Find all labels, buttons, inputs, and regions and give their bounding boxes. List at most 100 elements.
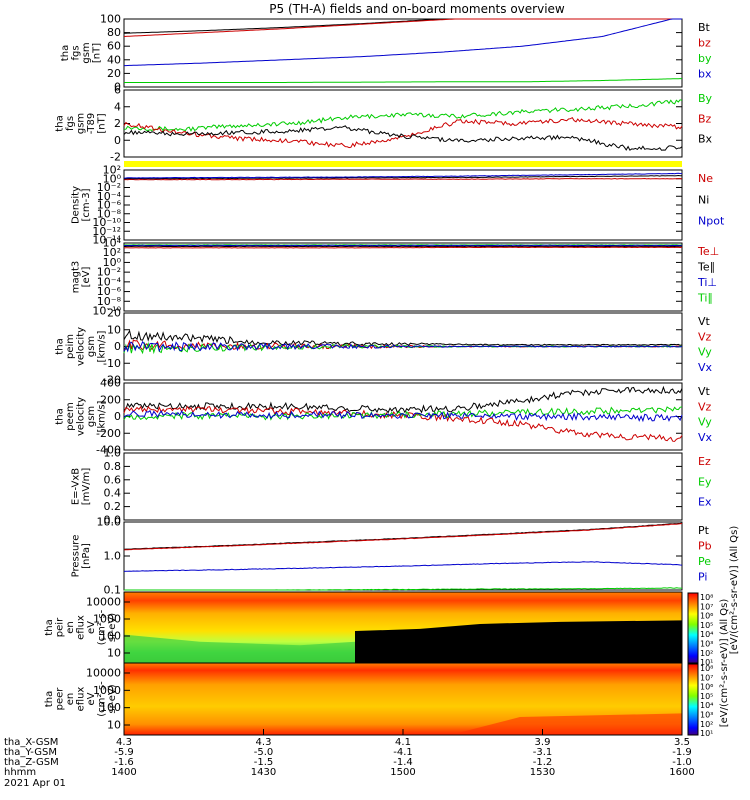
panel-frame (123, 242, 683, 312)
ylabel-line: [nPa] (81, 543, 92, 569)
ytick-label: 10⁻¹⁰ (92, 216, 121, 229)
ytick-label: 10⁰ (103, 172, 122, 185)
legend-entry: Npot (698, 215, 725, 228)
ylabel-line: [mV/m] (81, 468, 92, 506)
ylabel-line: gsm (86, 406, 97, 427)
colorbar-lower (687, 663, 699, 736)
ylabel-line: [eV] (81, 267, 92, 288)
ytick-label: 0.2 (104, 500, 122, 513)
series-line (123, 177, 683, 181)
ytick-label: 10⁰ (103, 256, 122, 269)
legend-entry: Bt (698, 21, 711, 34)
ylabel-line: tha (44, 619, 55, 635)
ytick-label: 20 (107, 307, 121, 320)
ylabel: tha peer en eflux eV (cm²-s-sr-eV) (44, 681, 118, 717)
legend-entry: Te⊥ (697, 245, 719, 258)
legend-entry: Vz (698, 330, 712, 343)
ytick-label: 0 (114, 81, 121, 94)
ytick-label: 0 (114, 410, 121, 423)
ytick-label: 10.0 (97, 516, 122, 529)
ytick-label: 10² (103, 164, 121, 177)
ytick-label: 60 (107, 40, 121, 53)
panel-peer-spectrogram: 10000 1000 100 10 tha peer en eflux eV (cm²-s-sr-… (44, 662, 683, 736)
xtick-z-gsm: -1.4 (393, 757, 413, 768)
ylabel-line: en (65, 621, 76, 634)
ylabel-line: sr-eV) (107, 684, 118, 713)
ytick-label: 10⁻⁸ (97, 207, 122, 220)
ylabel-line: (cm²-s- (97, 609, 108, 645)
colorbar-tick-label: 10⁸ (700, 593, 713, 602)
legend-entry: Vx (698, 431, 713, 444)
ylabel-line: velocity (76, 327, 87, 366)
legend-entry: Pb (698, 540, 712, 553)
ytick-label: 200 (100, 393, 121, 406)
ylabel-line: Pressure (70, 535, 81, 578)
ylabel: tha peir en eflux eV (cm²-s-sr-eV) (44, 609, 118, 645)
legend-entry: Pe (698, 555, 711, 568)
ytick-label: 80 (107, 26, 121, 39)
panel-frame (123, 382, 683, 451)
colorbar-tick-label: 10¹ (700, 729, 713, 738)
legend-entry: Ex (698, 496, 712, 509)
ylabel-line: gsm (76, 113, 87, 134)
ytick-label: 0.1 (104, 584, 122, 597)
chart-title: P5 (TH-A) fields and on-board moments ov… (269, 2, 565, 16)
ylabel: tha peem velocity gsm [km/s] (55, 397, 108, 436)
colorbar-tick-label: 10⁶ (700, 683, 713, 692)
legend-entry: Vt (698, 315, 711, 328)
xtick-x-gsm: 4.3 (256, 737, 272, 748)
legend-entry: Ti⊥ (697, 276, 717, 289)
ytick-label: 100 (100, 701, 121, 714)
xtick-y-gsm: -3.1 (533, 747, 553, 758)
legend-entry: bx (698, 68, 712, 81)
ylabel: E=-VxB [mV/m] (70, 468, 92, 506)
xtick-y-gsm: -5.9 (114, 747, 134, 758)
ylabel-line: tha (60, 45, 71, 61)
series-line (123, 561, 683, 572)
series-line (123, 117, 683, 149)
ytick-label: 10⁻² (97, 181, 121, 194)
ytick-label: 0 (114, 134, 121, 147)
ytick-label: 10⁻⁴ (97, 275, 122, 288)
spectrogram-dark-region (355, 620, 682, 663)
panel-frame (123, 18, 683, 88)
legend-entry: Vy (698, 346, 712, 359)
xtick-x-gsm: 3.5 (674, 737, 690, 748)
series-line (123, 385, 683, 414)
colorbar-upper (687, 592, 699, 664)
ytick-label: -10 (103, 357, 121, 370)
ytick-label: 6 (114, 84, 121, 97)
series-line (123, 246, 683, 249)
xtick-z-gsm: -1.5 (254, 757, 274, 768)
ylabel-line: eV (86, 692, 97, 705)
colorbar-tick-label: 10⁴ (700, 630, 713, 639)
series-line (123, 409, 683, 423)
legend-entry: Ez (698, 455, 711, 468)
colorbar-tick-label: 10³ (700, 640, 713, 649)
colorbar-label-text: [eV/(cm²-s-sr-eV)] (All Qs) (719, 599, 730, 728)
colorbar-tick-label: 10³ (700, 711, 713, 720)
colorbar-label-lower: [eV/(cm²-s-sr-eV)] (All Qs) (719, 599, 730, 728)
legend-entry: by (698, 52, 712, 65)
ylabel-line: (cm²-s- (97, 681, 108, 717)
ylabel: tha fgs gsm [nT] (60, 42, 103, 63)
ytick-label: 10⁻⁴ (97, 190, 122, 203)
ytick-label: 10⁻² (97, 266, 121, 279)
xtick-time: 1500 (390, 767, 415, 778)
ytick-label: 40 (107, 53, 121, 66)
ytick-label: 10000 (86, 596, 121, 609)
series-line (123, 340, 683, 353)
ytick-label: 10⁻¹² (92, 225, 121, 238)
spectrogram-green-region (124, 634, 355, 663)
ytick-label: 10⁻⁶ (97, 199, 122, 212)
ylabel-line: en (65, 693, 76, 706)
legend-entry: Vz (698, 400, 712, 413)
panel-peem-velocity: 400 200 0 -200 -400 Vt Vz Vy Vx tha peem velocity gs… (55, 377, 713, 457)
ytick-label: 10000 (86, 667, 121, 680)
ytick-label: 100 (100, 13, 121, 26)
series-line (123, 523, 683, 551)
panel-peim-velocity: 20 10 0 -10 -20 Vt Vz Vy Vx tha peim velocity gsm [km… (55, 307, 713, 387)
xtick-time: 1600 (669, 767, 694, 778)
legend-entry: Ne (698, 172, 713, 185)
panel-fgs-dB: 6 4 2 0 -2 By Bz Bx tha fgs gsm -T89 [nT] (55, 84, 713, 164)
